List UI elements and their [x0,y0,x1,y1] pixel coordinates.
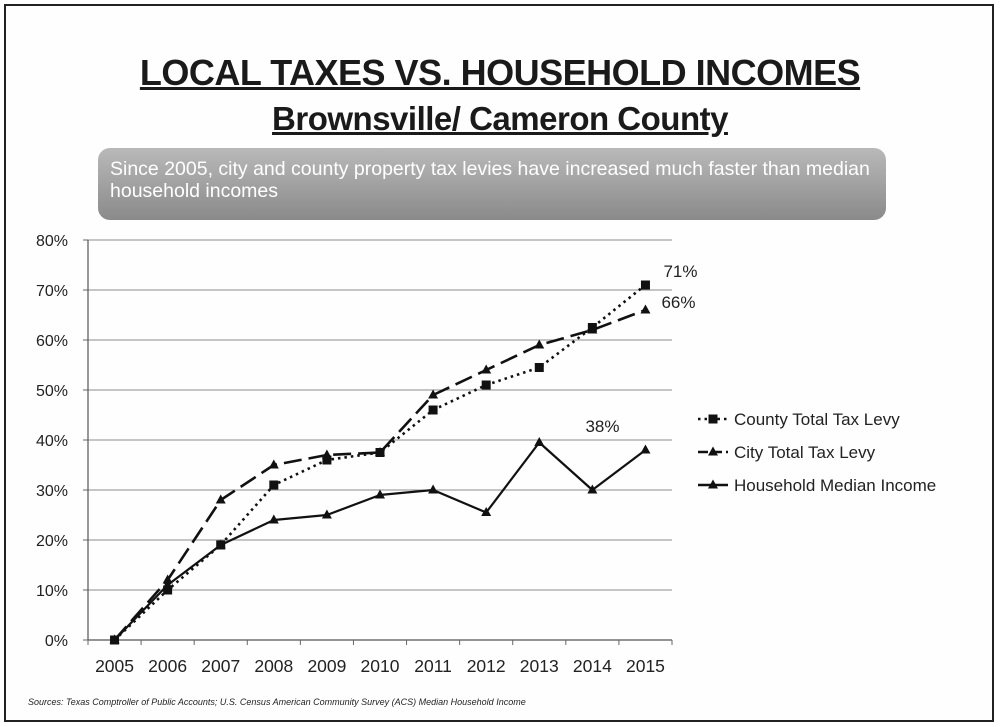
point-marker [268,514,279,524]
point-marker [268,459,279,469]
series-group [109,280,651,645]
y-tick-label: 30% [36,483,68,500]
point-marker [640,280,650,290]
point-marker [375,489,385,499]
series-line [113,308,646,641]
chart-subtitle: Brownsville/ Cameron County [272,100,728,137]
x-tick-label: 2009 [307,656,346,676]
point-marker [162,574,173,584]
point-marker [215,539,226,549]
y-tick-label: 10% [36,583,68,600]
legend-label: Household Median Income [734,476,936,495]
y-tick-label: 0% [45,633,68,650]
legend-item: City Total Tax Levy [698,443,876,462]
point-marker [375,447,385,456]
point-marker [109,634,120,644]
point-marker [321,449,332,459]
point-marker [269,480,279,490]
point-marker [162,579,173,589]
point-marker [321,509,332,519]
series-city-total-tax-levy [109,304,651,644]
y-tick-label: 50% [36,383,68,400]
y-tick-label: 60% [36,333,68,350]
point-marker [708,446,718,456]
data-label: 71% [663,262,697,281]
source-note: Sources: Texas Comptroller of Public Acc… [28,697,526,707]
point-marker [587,484,598,494]
data-label: 38% [585,417,619,436]
x-tick-label: 2015 [626,656,665,676]
point-marker [322,455,332,465]
point-marker [534,437,545,446]
point-marker [534,363,544,372]
y-tick-label: 40% [36,433,68,450]
x-tick-label: 2006 [148,656,187,676]
point-marker [215,494,226,504]
data-label: 66% [661,293,695,312]
summary-banner: Since 2005, city and county property tax… [98,148,886,220]
x-tick-label: 2012 [467,656,506,676]
point-marker [708,479,718,489]
point-marker [708,414,718,424]
point-marker [534,339,545,349]
point-marker [640,444,651,454]
point-marker [640,304,651,314]
legend-item: Household Median Income [698,476,936,495]
point-marker [481,364,492,374]
legend: County Total Tax Levy City Total Tax Levy… [698,410,936,495]
x-tick-label: 2008 [254,656,293,676]
axes: 0% 10% 20% 30% 40% 50% 60% 70% 80% 2005 2006 2007 20… [36,233,673,676]
legend-item: County Total Tax Levy [698,410,900,429]
y-tick-label: 20% [36,533,68,550]
y-tick-label: 70% [36,283,68,300]
y-tick-label: 80% [36,233,68,250]
chart-title: LOCAL TAXES VS. HOUSEHOLD INCOMES [139,52,861,93]
point-marker [587,324,598,334]
gridlines [88,239,672,591]
point-marker [163,585,173,595]
slide-frame [4,4,994,722]
point-marker [428,405,438,415]
legend-label: City Total Tax Levy [734,443,876,462]
point-marker [428,484,439,494]
x-tick-label: 2010 [361,656,400,676]
x-tick-label: 2007 [201,656,240,676]
x-tick-label: 2013 [520,656,559,676]
x-tick-label: 2011 [414,656,452,676]
point-marker [428,389,439,399]
point-marker [481,380,491,390]
x-tick-label: 2014 [573,656,612,676]
series-line [113,283,647,641]
x-tick-label: 2005 [95,656,134,676]
series-household-median-income [109,437,651,644]
annotations: 71% 66% 38% [585,262,697,436]
point-marker [481,507,492,516]
legend-label: County Total Tax Levy [734,410,900,429]
